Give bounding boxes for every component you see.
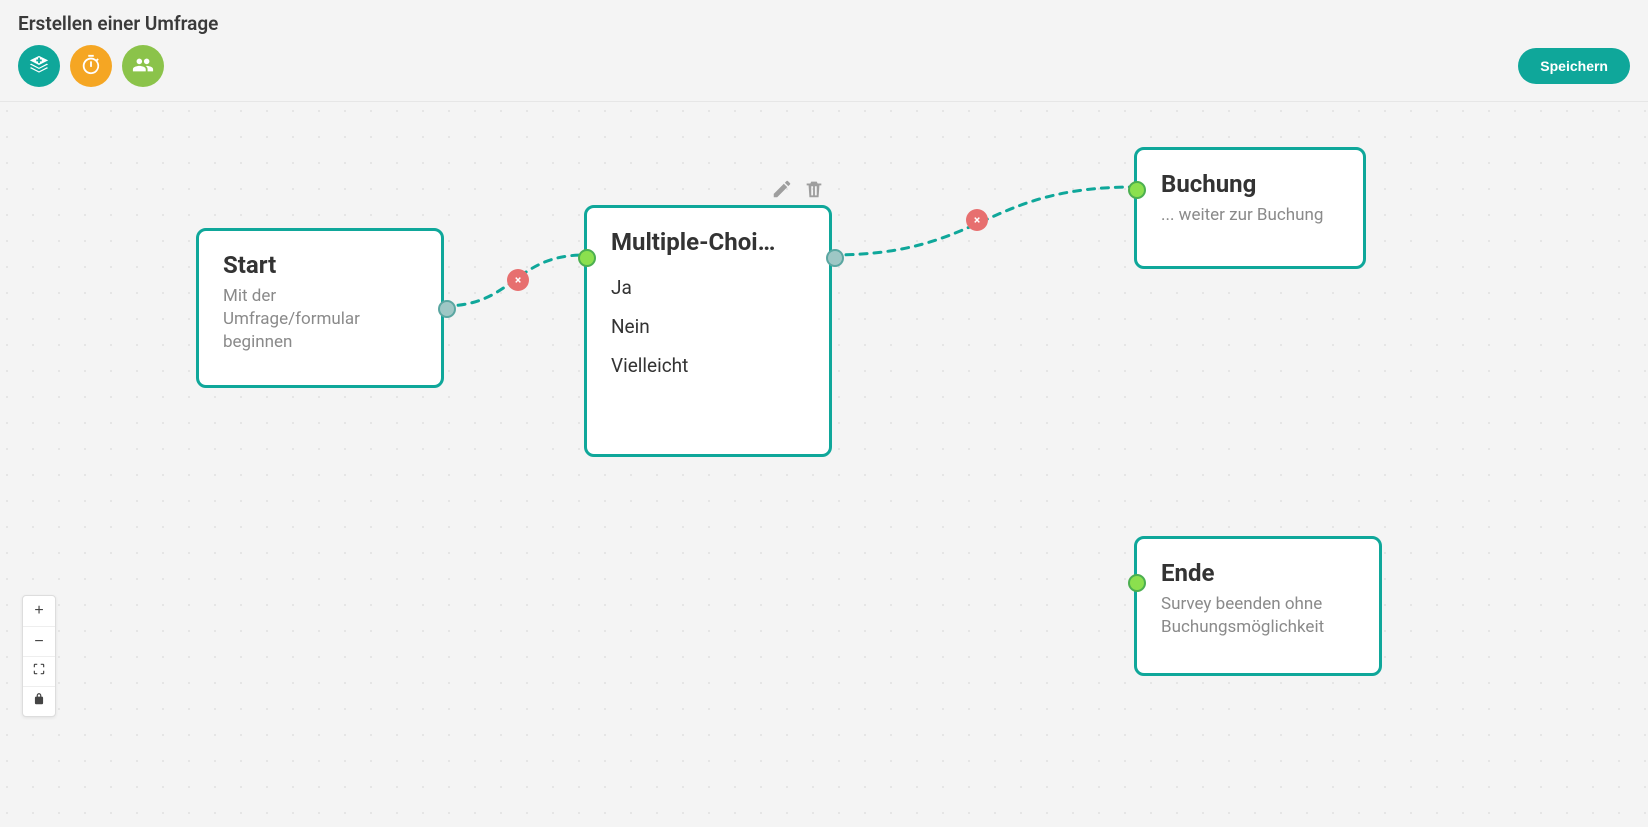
people-icon — [132, 54, 154, 79]
node-option: Nein — [611, 307, 805, 346]
node-actions — [771, 178, 825, 200]
node-title: Buchung — [1161, 170, 1339, 198]
view-controls: + − — [22, 595, 56, 717]
node-title: Multiple-Choi… — [611, 228, 805, 256]
page-title: Erstellen einer Umfrage — [18, 12, 1630, 35]
editor-header: Erstellen einer Umfrage Speichern — [0, 0, 1648, 102]
fullscreen-icon — [32, 662, 46, 681]
flow-canvas[interactable]: Start Mit der Umfrage/formular beginnen Mu… — [0, 0, 1648, 827]
node-option: Vielleicht — [611, 346, 805, 385]
lock-view-button[interactable] — [23, 686, 55, 716]
lock-icon — [32, 692, 46, 711]
edge-delete-button[interactable]: × — [507, 269, 529, 291]
node-description: Mit der Umfrage/formular beginnen — [223, 285, 417, 354]
timer-button[interactable] — [70, 45, 112, 87]
output-port[interactable] — [826, 249, 844, 267]
node-start[interactable]: Start Mit der Umfrage/formular beginnen — [196, 228, 444, 388]
node-options: JaNeinVielleicht — [611, 268, 805, 385]
stopwatch-icon — [80, 54, 102, 79]
edit-icon[interactable] — [771, 178, 793, 200]
node-title: Start — [223, 251, 417, 279]
audience-button[interactable] — [122, 45, 164, 87]
node-mc[interactable]: Multiple-Choi… JaNeinVielleicht — [584, 205, 832, 457]
fit-view-button[interactable] — [23, 656, 55, 686]
add-step-button[interactable] — [18, 45, 60, 87]
node-description: ... weiter zur Buchung — [1161, 204, 1339, 227]
node-description: Survey beenden ohne Buchungsmöglichkeit — [1161, 593, 1355, 639]
input-port[interactable] — [1128, 181, 1146, 199]
zoom-out-button[interactable]: − — [23, 626, 55, 656]
layers-plus-icon — [28, 54, 50, 79]
input-port[interactable] — [1128, 574, 1146, 592]
zoom-in-button[interactable]: + — [23, 596, 55, 626]
toolbar: Speichern — [18, 35, 1630, 101]
node-end[interactable]: Ende Survey beenden ohne Buchungsmöglichk… — [1134, 536, 1382, 676]
node-title: Ende — [1161, 559, 1355, 587]
output-port[interactable] — [438, 300, 456, 318]
save-button[interactable]: Speichern — [1518, 48, 1630, 84]
node-booking[interactable]: Buchung ... weiter zur Buchung — [1134, 147, 1366, 269]
edge-delete-button[interactable]: × — [966, 209, 988, 231]
delete-icon[interactable] — [803, 178, 825, 200]
input-port[interactable] — [578, 249, 596, 267]
node-option: Ja — [611, 268, 805, 307]
